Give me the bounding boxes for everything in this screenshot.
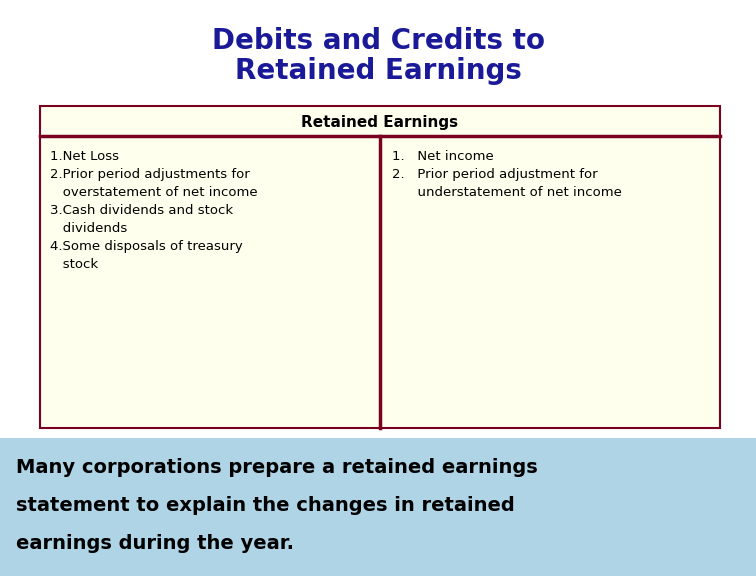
Text: 1.Net Loss: 1.Net Loss (50, 150, 119, 163)
Text: Debits and Credits to: Debits and Credits to (212, 27, 544, 55)
Text: overstatement of net income: overstatement of net income (50, 186, 258, 199)
Text: 3.Cash dividends and stock: 3.Cash dividends and stock (50, 204, 233, 217)
Text: Retained Earnings: Retained Earnings (302, 115, 459, 130)
Text: 1.   Net income: 1. Net income (392, 150, 494, 163)
Text: stock: stock (50, 258, 98, 271)
Bar (40, 106, 720, 428)
Text: Retained Earnings: Retained Earnings (234, 57, 522, 85)
Text: earnings during the year.: earnings during the year. (16, 534, 294, 553)
Text: dividends: dividends (50, 222, 127, 235)
Bar (0, 438, 756, 576)
Text: statement to explain the changes in retained: statement to explain the changes in reta… (16, 496, 515, 515)
Text: 4.Some disposals of treasury: 4.Some disposals of treasury (50, 240, 243, 253)
Text: understatement of net income: understatement of net income (392, 186, 622, 199)
Text: Many corporations prepare a retained earnings: Many corporations prepare a retained ear… (16, 458, 538, 477)
Text: 2.Prior period adjustments for: 2.Prior period adjustments for (50, 168, 249, 181)
Text: 2.   Prior period adjustment for: 2. Prior period adjustment for (392, 168, 598, 181)
